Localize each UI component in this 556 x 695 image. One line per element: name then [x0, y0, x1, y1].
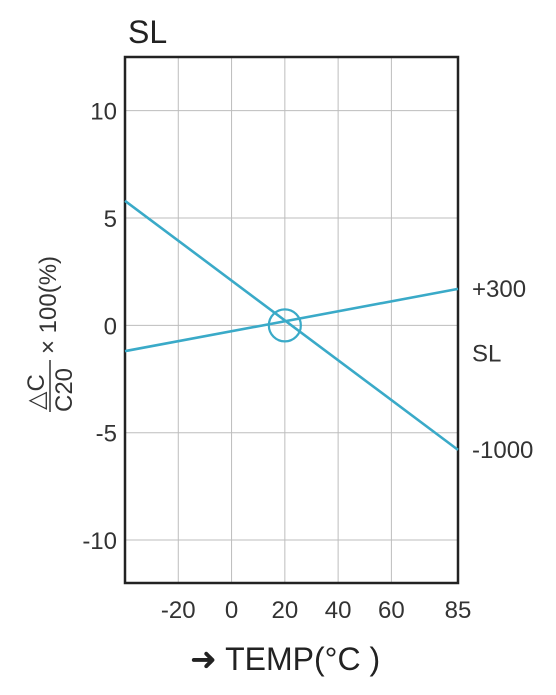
y-label-numerator: △C — [23, 374, 50, 410]
x-tick-label: -20 — [161, 597, 196, 624]
x-axis-label: TEMP(°C ) — [225, 641, 381, 677]
y-tick-label: 5 — [104, 206, 117, 233]
y-tick-labels: 10 5 0 -5 -10 — [82, 99, 117, 555]
series-line — [124, 199, 459, 451]
y-label-denominator: C20 — [51, 368, 78, 412]
x-tick-labels: -20 0 20 40 60 85 — [161, 597, 471, 624]
arrow-icon: ➜ — [190, 641, 217, 677]
x-tick-label: 60 — [378, 597, 405, 624]
y-tick-label: -10 — [82, 528, 117, 555]
x-tick-label: 0 — [225, 597, 238, 624]
side-label: SL — [472, 340, 501, 367]
x-tick-label: 40 — [325, 597, 352, 624]
x-tick-label: 20 — [271, 597, 298, 624]
series-label: +300 — [472, 276, 526, 303]
y-tick-label: -5 — [96, 421, 117, 448]
chart-title: SL — [128, 14, 168, 50]
x-tick-label: 85 — [445, 597, 472, 624]
series-group — [124, 199, 459, 451]
x-axis-title: ➜ TEMP(°C ) — [190, 640, 380, 678]
reference-circle — [267, 308, 302, 343]
y-tick-label: 0 — [104, 313, 117, 340]
y-axis-label: △C C20 × 100(%) — [23, 256, 78, 412]
curve-labels: +300 -1000 SL — [472, 276, 533, 464]
y-tick-label: 10 — [90, 99, 117, 126]
y-label-suffix: × 100(%) — [35, 256, 62, 354]
series-line — [124, 287, 459, 353]
series-label: -1000 — [472, 437, 533, 464]
plot-frame — [123, 55, 460, 585]
